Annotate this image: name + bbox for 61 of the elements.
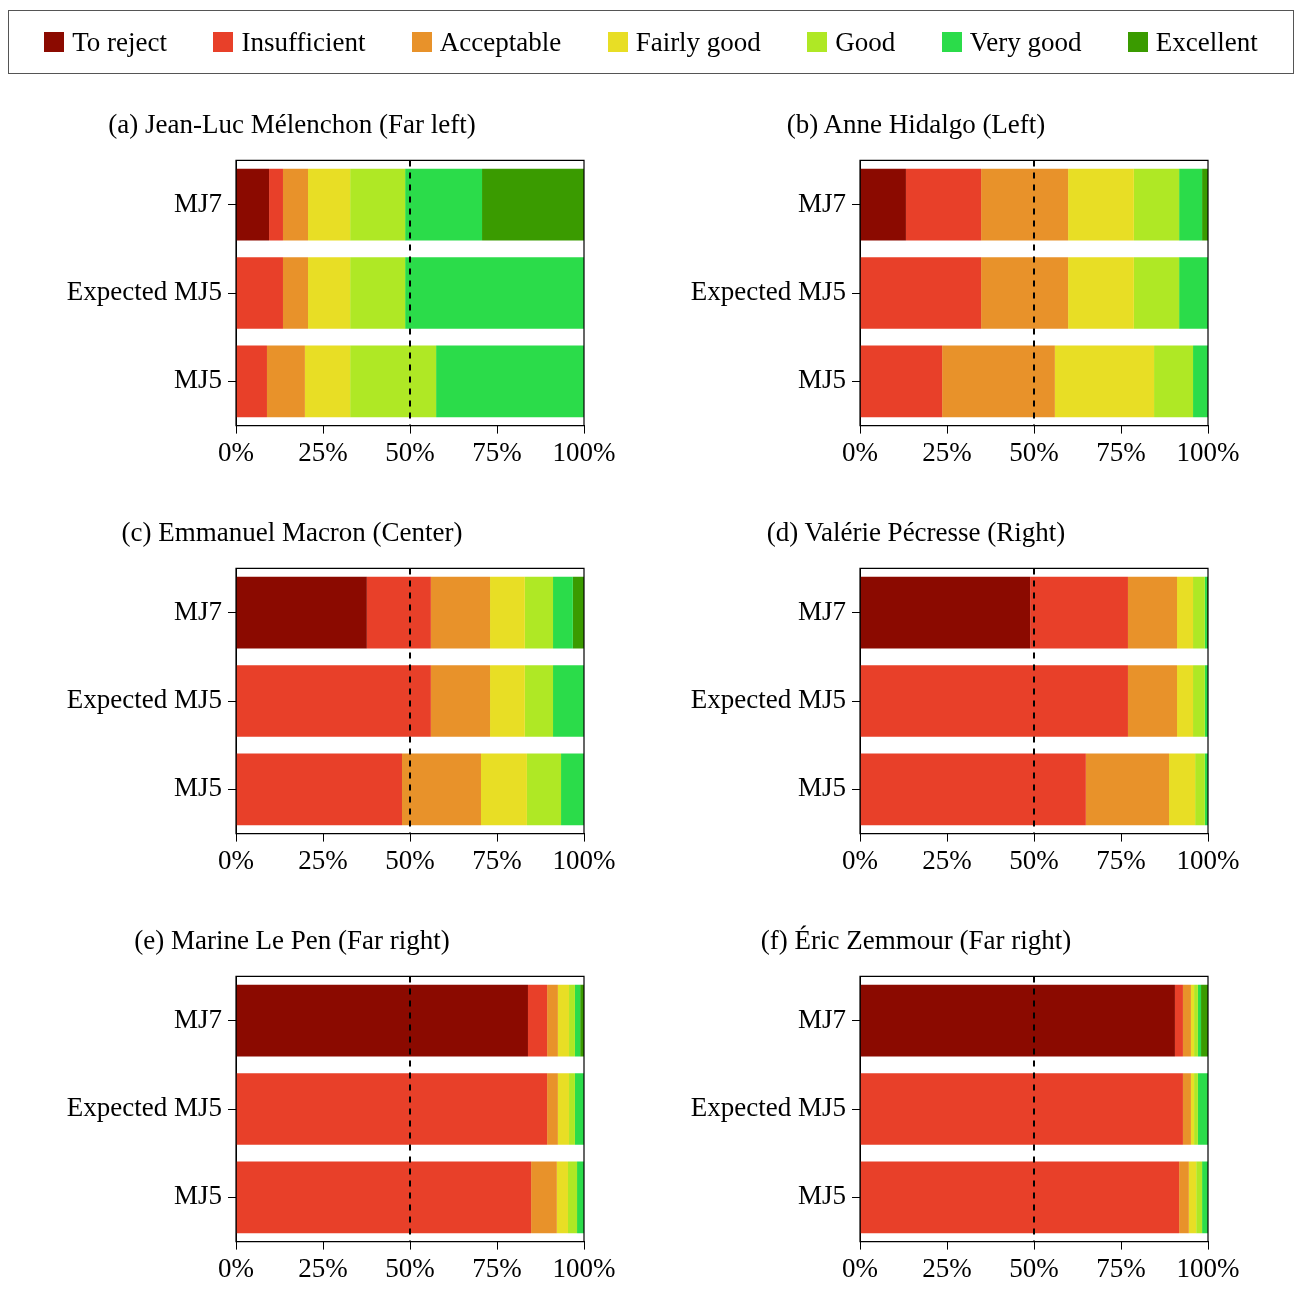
x-tick-label: 50%	[385, 1252, 435, 1283]
chart-title: (f) Éric Zemmour (Far right)	[760, 925, 1072, 956]
x-tick-label: 100%	[552, 1252, 616, 1283]
x-tick-label: 75%	[472, 844, 522, 875]
x-tick-label: 75%	[472, 1252, 522, 1283]
x-tick-label: 75%	[1096, 1252, 1146, 1283]
legend-label: Good	[835, 26, 896, 58]
y-tick-label: Expected MJ5	[66, 276, 222, 307]
x-tick-label: 100%	[1176, 1252, 1240, 1283]
x-tick-label: 0%	[842, 844, 878, 875]
y-tick-label: MJ7	[797, 1003, 846, 1034]
x-tick-label: 25%	[298, 844, 348, 875]
chart-title: (b) Anne Hidalgo (Left)	[786, 109, 1046, 140]
x-tick-label: 50%	[385, 436, 435, 467]
y-tick-label: MJ5	[797, 364, 846, 395]
x-tick-label: 25%	[298, 436, 348, 467]
y-tick-label: MJ5	[173, 1180, 222, 1211]
x-tick-label: 25%	[922, 1252, 972, 1283]
y-tick-label: MJ7	[797, 187, 846, 218]
x-tick-label: 0%	[218, 844, 254, 875]
x-tick-label: 0%	[842, 436, 878, 467]
chart-title: (c) Emmanuel Macron (Center)	[121, 517, 463, 548]
x-tick-label: 25%	[298, 1252, 348, 1283]
legend-label: Insufficient	[241, 26, 366, 58]
chart-title: (e) Marine Le Pen (Far right)	[134, 925, 450, 956]
x-tick-label: 50%	[1009, 844, 1059, 875]
legend-label: Acceptable	[439, 26, 562, 58]
y-tick-label: MJ7	[797, 595, 846, 626]
y-tick-label: Expected MJ5	[690, 276, 846, 307]
y-tick-label: MJ7	[173, 595, 222, 626]
chart-title: (a) Jean-Luc Mélenchon (Far left)	[108, 109, 476, 140]
x-tick-label: 0%	[218, 1252, 254, 1283]
x-tick-label: 0%	[842, 1252, 878, 1283]
y-tick-label: Expected MJ5	[690, 684, 846, 715]
legend-label: To reject	[72, 26, 168, 58]
x-tick-label: 75%	[1096, 436, 1146, 467]
x-tick-label: 25%	[922, 436, 972, 467]
x-tick-label: 50%	[385, 844, 435, 875]
y-tick-label: MJ5	[797, 1180, 846, 1211]
y-tick-label: Expected MJ5	[66, 1092, 222, 1123]
y-tick-label: Expected MJ5	[690, 1092, 846, 1123]
x-tick-label: 50%	[1009, 1252, 1059, 1283]
chart-title: (d) Valérie Pécresse (Right)	[766, 517, 1066, 548]
x-tick-label: 100%	[1176, 436, 1240, 467]
x-tick-label: 75%	[472, 436, 522, 467]
y-tick-label: MJ5	[797, 772, 846, 803]
x-tick-label: 25%	[922, 844, 972, 875]
x-tick-label: 75%	[1096, 844, 1146, 875]
legend-label: Excellent	[1155, 26, 1258, 58]
legend-label: Fairly good	[635, 26, 761, 58]
y-tick-label: MJ5	[173, 364, 222, 395]
x-tick-label: 50%	[1009, 436, 1059, 467]
y-tick-label: MJ5	[173, 772, 222, 803]
x-tick-label: 0%	[218, 436, 254, 467]
x-tick-label: 100%	[552, 436, 616, 467]
y-tick-label: MJ7	[173, 1003, 222, 1034]
x-tick-label: 100%	[552, 844, 616, 875]
y-tick-label: MJ7	[173, 187, 222, 218]
y-tick-label: Expected MJ5	[66, 684, 222, 715]
legend-label: Very good	[969, 26, 1082, 58]
x-tick-label: 100%	[1176, 844, 1240, 875]
